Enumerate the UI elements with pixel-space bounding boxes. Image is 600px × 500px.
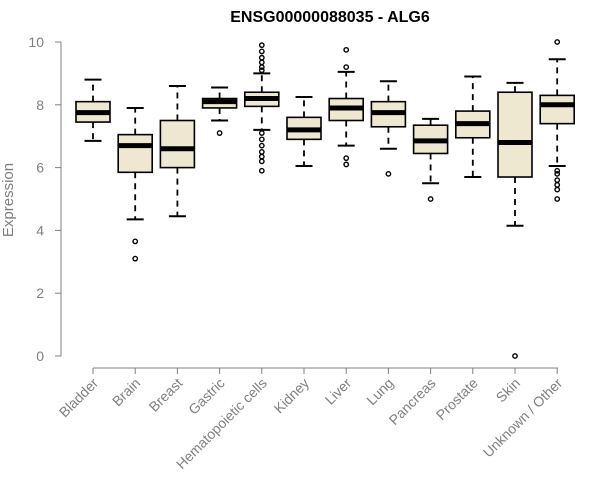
x-tick-label: Skin	[493, 375, 524, 406]
outlier-point	[216, 130, 223, 136]
y-axis-label: Expression	[0, 163, 17, 237]
outlier-point	[258, 130, 265, 136]
box-pancreas	[412, 117, 449, 202]
outlier-point	[258, 142, 265, 149]
iqr-box	[497, 91, 533, 178]
outlier-point	[258, 48, 265, 55]
outlier-point	[132, 238, 139, 245]
y-tick-label: 0	[36, 348, 44, 364]
x-tick-label: Liver	[322, 375, 355, 408]
x-tick-label: Kidney	[271, 375, 313, 417]
x-tick-label: Breast	[146, 375, 186, 415]
x-tick-label: Lung	[363, 375, 396, 408]
outlier-point	[343, 161, 350, 168]
box-gastric	[201, 86, 238, 136]
box-breast	[159, 84, 196, 218]
outlier-point	[258, 153, 265, 160]
outlier-point	[554, 196, 561, 202]
iqr-box	[539, 94, 576, 125]
box-bladder	[75, 78, 111, 142]
y-tick-label: 2	[36, 285, 44, 301]
outlier-point	[343, 64, 350, 71]
y-tick-label: 8	[36, 97, 44, 113]
box-kidney	[286, 95, 322, 168]
outlier-point	[554, 167, 561, 174]
outlier-point	[258, 42, 265, 49]
outlier-point	[554, 186, 561, 193]
outlier-point	[132, 255, 139, 262]
outlier-point	[385, 170, 392, 177]
outlier-point	[554, 39, 561, 45]
outlier-point	[258, 136, 265, 143]
outlier-point	[554, 181, 561, 188]
box-unknown-other	[539, 39, 576, 202]
outlier-point	[258, 64, 265, 71]
x-tick-label: Pancreas	[386, 375, 439, 428]
outlier-point	[258, 148, 265, 155]
iqr-box	[117, 133, 153, 174]
outlier-point	[258, 59, 265, 66]
outlier-point	[258, 158, 265, 165]
box-series	[75, 39, 576, 359]
outlier-point	[554, 177, 561, 184]
y-tick-label: 6	[36, 160, 44, 176]
chart-title: ENSG00000088035 - ALG6	[230, 9, 430, 26]
y-tick-label: 4	[36, 222, 44, 238]
y-axis-ticks: 0 2 4 6 8 10	[28, 34, 61, 364]
x-tick-label: Brain	[109, 375, 143, 409]
outlier-point	[343, 155, 350, 162]
outlier-point	[554, 170, 561, 177]
box-brain	[117, 106, 153, 262]
box-liver	[328, 46, 365, 168]
outlier-point	[258, 67, 265, 74]
box-lung	[370, 80, 407, 177]
box-skin	[497, 81, 533, 359]
x-tick-label: Unknown / Other	[480, 375, 566, 461]
box-hematopoietic-cells	[244, 42, 280, 174]
outlier-point	[258, 54, 265, 61]
box-prostate	[454, 75, 491, 179]
iqr-box	[159, 119, 196, 169]
outlier-point	[427, 196, 434, 202]
y-tick-label: 10	[28, 34, 44, 50]
x-tick-label: Bladder	[56, 375, 102, 421]
outlier-point	[258, 167, 265, 174]
outlier-point	[512, 353, 518, 359]
x-tick-label: Prostate	[433, 375, 481, 423]
outlier-point	[343, 46, 350, 53]
